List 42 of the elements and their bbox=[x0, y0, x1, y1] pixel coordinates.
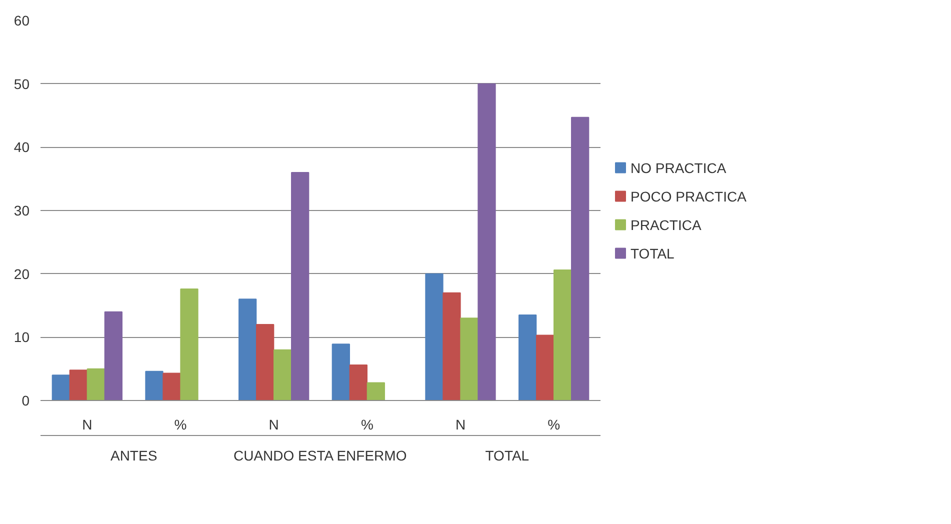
bar bbox=[442, 292, 461, 400]
bar bbox=[349, 364, 368, 400]
bar bbox=[274, 349, 292, 400]
bar bbox=[180, 288, 198, 400]
bar bbox=[571, 116, 590, 400]
bar bbox=[536, 334, 554, 400]
bar bbox=[238, 298, 257, 400]
y-tick-label: 50 bbox=[14, 76, 30, 92]
y-tick-label: 10 bbox=[14, 329, 30, 346]
x-tick-label: N bbox=[455, 416, 466, 432]
text: ANTES bbox=[110, 448, 158, 464]
y-tick-label: 40 bbox=[14, 139, 30, 156]
legend-label: NO PRACTICA bbox=[630, 160, 727, 176]
bar bbox=[104, 311, 122, 400]
legend-label: POCO PRACTICA bbox=[630, 188, 748, 204]
legend-label: PRACTICA bbox=[630, 216, 702, 233]
bar bbox=[162, 372, 181, 400]
x-tick-label: N bbox=[82, 416, 92, 432]
bar bbox=[69, 370, 88, 400]
bar bbox=[478, 83, 496, 400]
x-tick-label: % bbox=[548, 416, 560, 432]
bar bbox=[332, 344, 350, 400]
y-tick-label: 0 bbox=[22, 392, 30, 408]
text: CUANDO ESTA ENFERMO bbox=[234, 448, 407, 464]
bar bbox=[256, 324, 274, 400]
bar bbox=[366, 382, 385, 400]
bar bbox=[518, 314, 537, 400]
x-tick-label: % bbox=[174, 416, 187, 432]
x-tick-label: % bbox=[360, 416, 374, 432]
bar bbox=[425, 273, 444, 400]
y-tick-label: 30 bbox=[14, 202, 30, 218]
bar bbox=[554, 270, 572, 400]
text: TOTAL bbox=[485, 448, 530, 464]
bar bbox=[145, 370, 164, 400]
bar bbox=[86, 368, 105, 400]
y-tick-label: 60 bbox=[14, 12, 30, 28]
bar bbox=[460, 318, 478, 400]
legend-label: TOTAL bbox=[630, 245, 675, 262]
y-tick-label: 20 bbox=[14, 266, 30, 282]
bar bbox=[291, 172, 310, 400]
x-tick-label: N bbox=[268, 416, 279, 432]
bar bbox=[52, 374, 70, 400]
